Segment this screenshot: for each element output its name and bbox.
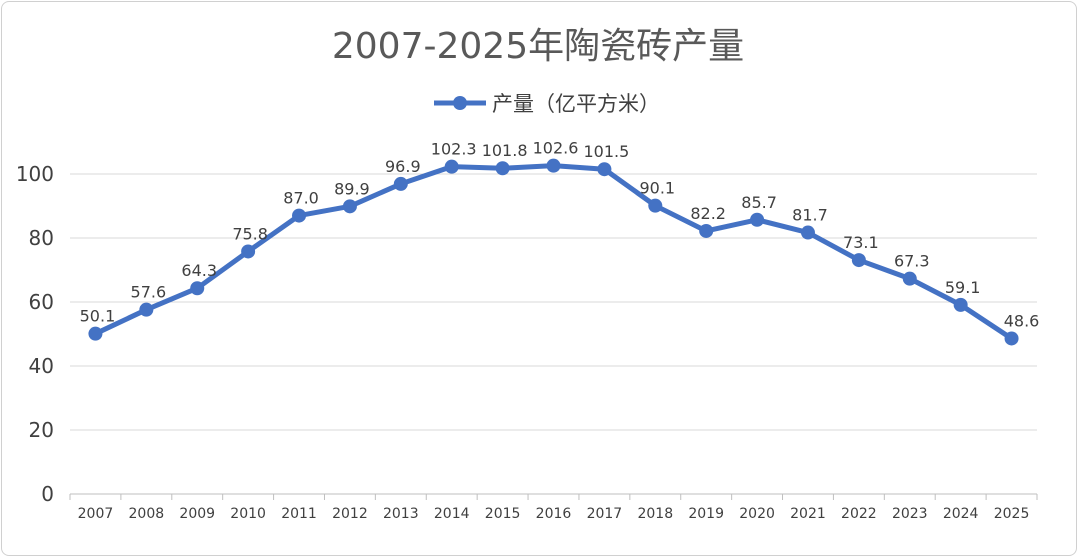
data-point: [699, 223, 714, 238]
data-point: [292, 208, 307, 223]
data-label: 90.1: [639, 179, 675, 198]
data-label: 59.1: [945, 278, 981, 297]
x-tick-label: 2017: [587, 506, 623, 522]
data-label: 75.8: [232, 224, 268, 243]
data-label: 101.5: [583, 142, 629, 161]
x-tick-label: 2008: [129, 506, 165, 522]
x-tick-label: 2010: [230, 506, 266, 522]
data-point: [953, 297, 968, 312]
data-label: 50.1: [80, 307, 116, 326]
legend-label: 产量（亿平方米）: [492, 92, 660, 116]
series-line: [88, 158, 1019, 346]
data-point: [444, 159, 459, 174]
x-tick-label: 2013: [383, 506, 419, 522]
data-point: [597, 162, 612, 177]
data-label: 64.3: [181, 261, 217, 280]
data-label: 67.3: [894, 252, 930, 271]
y-tick-label: 100: [16, 162, 54, 186]
data-point: [139, 302, 154, 317]
x-tick-label: 2024: [943, 506, 979, 522]
data-point: [546, 158, 561, 173]
x-tick-label: 2020: [739, 506, 775, 522]
x-tick-label: 2019: [688, 506, 724, 522]
y-axis: 0 20 40 60 80 100: [16, 162, 54, 506]
data-label: 82.2: [690, 204, 726, 223]
y-tick-label: 80: [29, 226, 54, 250]
data-point: [241, 244, 256, 259]
y-tick-label: 20: [29, 418, 54, 442]
data-labels: 50.1 57.6 64.3 75.8 87.0 89.9 96.9 102.3 101.8 10…: [80, 139, 1040, 331]
data-point: [851, 253, 866, 268]
x-tick-label: 2011: [281, 506, 317, 522]
x-tick-label: 2014: [434, 506, 470, 522]
data-label: 102.6: [533, 139, 579, 158]
data-label: 85.7: [741, 193, 777, 212]
x-tick-label: 2023: [892, 506, 928, 522]
data-label: 102.3: [431, 140, 477, 159]
data-label: 48.6: [1004, 311, 1040, 330]
x-tick-label: 2016: [536, 506, 572, 522]
x-tick-label: 2025: [994, 506, 1030, 522]
data-label: 73.1: [843, 233, 879, 252]
x-tick-label: 2021: [790, 506, 826, 522]
data-point: [342, 199, 357, 214]
y-tick-label: 40: [29, 354, 54, 378]
legend: 产量（亿平方米）: [434, 92, 660, 116]
y-tick-label: 60: [29, 290, 54, 314]
data-point: [902, 271, 917, 286]
data-point: [648, 198, 663, 213]
data-label: 96.9: [385, 157, 421, 176]
x-tick-label: 2009: [179, 506, 215, 522]
x-tick-label: 2007: [78, 506, 114, 522]
x-tick-label: 2015: [485, 506, 521, 522]
data-label: 101.8: [482, 141, 528, 160]
gridlines: [70, 173, 1037, 431]
data-point: [393, 176, 408, 191]
data-point: [1004, 331, 1019, 346]
data-label: 87.0: [283, 189, 319, 208]
x-tick-label: 2012: [332, 506, 368, 522]
data-point: [495, 161, 510, 176]
chart-title: 2007-2025年陶瓷砖产量: [332, 26, 744, 67]
legend-dot-marker: [453, 96, 467, 110]
data-label: 89.9: [334, 179, 370, 198]
data-label: 57.6: [131, 283, 167, 302]
x-axis: 2007 2008 2009 2010 2011 2012 2013 2014 2015 2016…: [69, 493, 1038, 522]
data-label: 81.7: [792, 206, 828, 225]
data-point: [750, 212, 765, 227]
y-tick-label: 0: [41, 482, 54, 506]
x-tick-label: 2018: [637, 506, 673, 522]
data-point: [88, 326, 103, 341]
data-point: [190, 281, 205, 296]
x-tick-label: 2022: [841, 506, 877, 522]
data-point: [800, 225, 815, 240]
